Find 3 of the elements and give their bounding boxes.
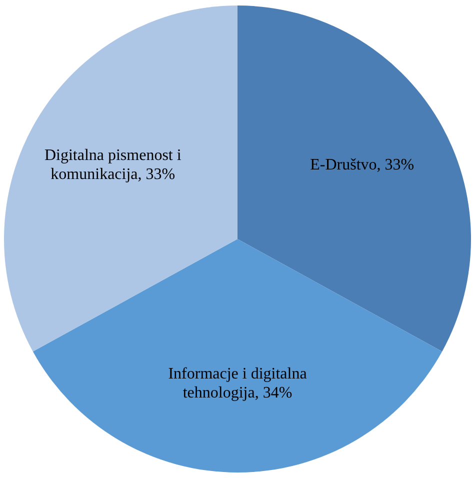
slice-label: Informacje i digitalna tehnologija, 34% xyxy=(168,365,307,402)
slice-label: Digitalna pismenost i komunikacija, 33% xyxy=(44,147,182,184)
slice-label: E-Društvo, 33% xyxy=(310,156,414,174)
